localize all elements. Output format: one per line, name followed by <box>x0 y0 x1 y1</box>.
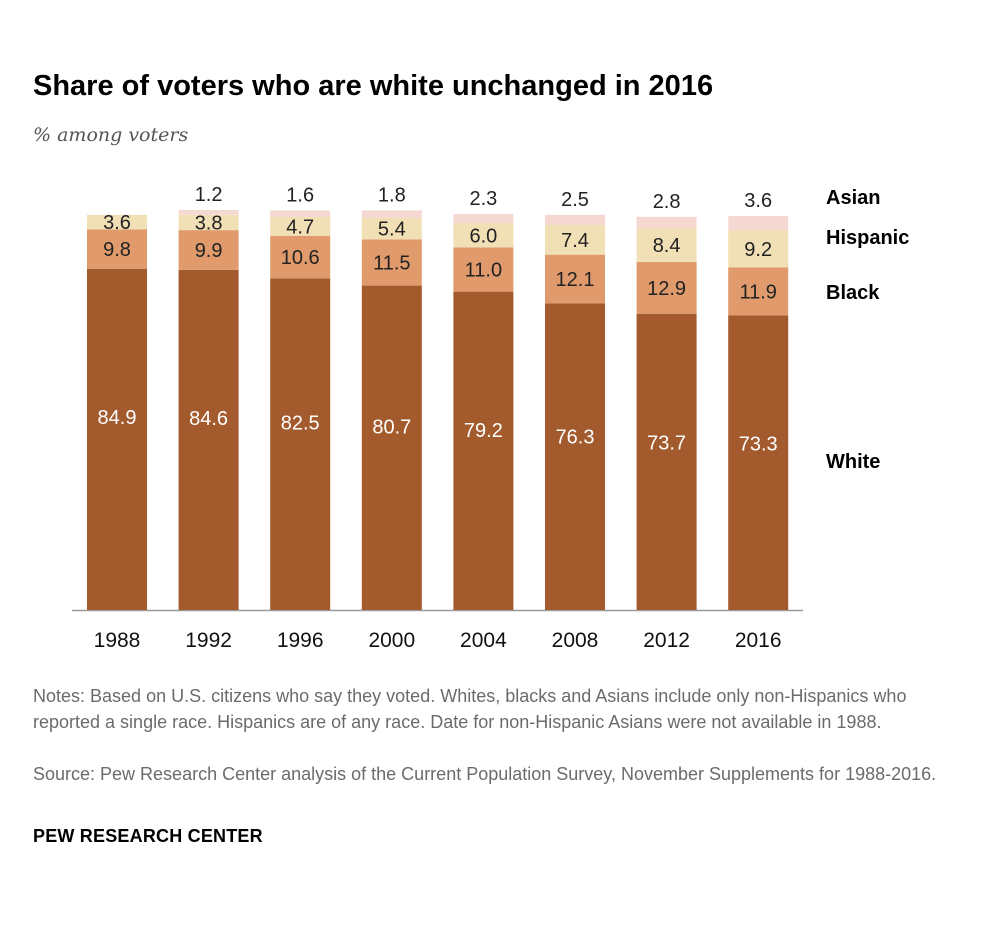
data-label-hispanic-2016: 9.2 <box>744 239 772 261</box>
bar-hispanic-2012 <box>636 228 697 262</box>
bar-white-2008 <box>545 303 605 610</box>
data-label-white-2016: 73.3 <box>739 434 778 456</box>
data-label-asian-2000: 1.8 <box>378 184 406 206</box>
data-label-asian-2016: 3.6 <box>744 190 772 212</box>
x-tick-label-1988: 1988 <box>94 629 141 652</box>
data-label-black-2000: 11.5 <box>373 252 410 274</box>
x-tick-label-2016: 2016 <box>735 629 782 652</box>
bar-black-2004 <box>453 247 514 292</box>
bar-asian-1996 <box>270 210 331 217</box>
bar-asian-1992 <box>178 210 239 215</box>
bar-black-1988 <box>87 229 147 269</box>
legend-label-asian: Asian <box>826 187 880 209</box>
data-label-hispanic-2004: 6.0 <box>469 225 497 247</box>
data-label-asian-1996: 1.6 <box>286 184 314 206</box>
x-tick-label-1996: 1996 <box>277 629 324 652</box>
data-label-hispanic-1996: 4.7 <box>286 216 314 238</box>
data-label-black-1996: 10.6 <box>281 247 320 269</box>
data-label-black-2004: 11.0 <box>465 260 502 282</box>
data-label-black-1988: 9.8 <box>103 239 131 261</box>
data-label-hispanic-2000: 5.4 <box>378 219 406 241</box>
bar-black-2008 <box>545 254 605 304</box>
data-label-hispanic-2008: 7.4 <box>561 230 589 252</box>
chart-notes: Notes: Based on U.S. citizens who say th… <box>33 686 907 732</box>
bar-hispanic-2016 <box>728 230 789 268</box>
data-label-hispanic-1992: 3.8 <box>195 212 223 234</box>
bar-white-1996 <box>270 278 331 610</box>
org-name: PEW RESEARCH CENTER <box>33 826 263 846</box>
bar-hispanic-2000 <box>361 217 422 240</box>
bar-black-2000 <box>361 239 422 286</box>
data-label-white-1996: 82.5 <box>281 413 320 435</box>
data-label-asian-1992: 1.2 <box>195 184 223 206</box>
data-label-white-2008: 76.3 <box>556 427 595 449</box>
bar-hispanic-2004 <box>453 223 514 248</box>
x-tick-label-1992: 1992 <box>185 629 232 652</box>
chart-title: Share of voters who are white unchanged … <box>33 70 714 102</box>
data-label-white-1992: 84.6 <box>189 408 228 430</box>
data-label-white-2000: 80.7 <box>372 417 411 439</box>
data-label-hispanic-2012: 8.4 <box>653 235 681 257</box>
bar-asian-2000 <box>361 210 422 218</box>
data-label-black-2012: 12.9 <box>647 278 686 300</box>
data-label-black-2016: 11.9 <box>739 281 776 303</box>
bar-white-2004 <box>453 291 514 610</box>
bar-white-2012 <box>636 313 697 610</box>
bar-hispanic-1996 <box>270 216 331 236</box>
bar-hispanic-2008 <box>545 224 605 255</box>
data-label-asian-2008: 2.5 <box>561 189 589 211</box>
x-tick-label-2004: 2004 <box>460 629 507 652</box>
bar-black-2016 <box>728 267 789 316</box>
data-label-white-2012: 73.7 <box>647 433 686 455</box>
legend-label-black: Black <box>826 282 880 304</box>
data-label-black-1992: 9.9 <box>195 240 223 262</box>
bar-black-1996 <box>270 235 331 279</box>
x-tick-label-2008: 2008 <box>552 629 599 652</box>
bar-white-1988 <box>87 268 147 610</box>
bar-white-2016 <box>728 315 789 610</box>
legend-label-hispanic: Hispanic <box>826 227 909 249</box>
bar-hispanic-1988 <box>87 214 147 230</box>
bar-asian-2012 <box>636 216 697 229</box>
data-label-asian-2004: 2.3 <box>469 188 497 210</box>
bar-hispanic-1992 <box>178 214 239 231</box>
bar-asian-2016 <box>728 216 789 231</box>
bar-white-1992 <box>178 269 239 610</box>
bar-black-2012 <box>636 261 697 314</box>
x-tick-label-2000: 2000 <box>368 629 415 652</box>
chart-subtitle: % among voters <box>33 124 189 146</box>
bar-asian-2008 <box>545 214 605 225</box>
data-label-white-2004: 79.2 <box>464 420 503 442</box>
data-label-hispanic-1988: 3.6 <box>103 212 131 234</box>
stacked-bar-chart: 84.9 9.8 3.6 1988 84.6 9.9 3.8 1.2 1992 82.5 10.6 4… <box>72 184 909 652</box>
data-label-black-2008: 12.1 <box>556 269 595 291</box>
bar-asian-2004 <box>453 214 514 224</box>
data-label-asian-2012: 2.8 <box>653 191 681 213</box>
bar-black-1992 <box>178 230 239 270</box>
x-tick-label-2012: 2012 <box>643 629 690 652</box>
data-label-white-1988: 84.9 <box>98 407 137 429</box>
legend-label-white: White <box>826 451 880 473</box>
chart-source: Source: Pew Research Center analysis of … <box>33 764 937 784</box>
bar-white-2000 <box>361 285 422 610</box>
